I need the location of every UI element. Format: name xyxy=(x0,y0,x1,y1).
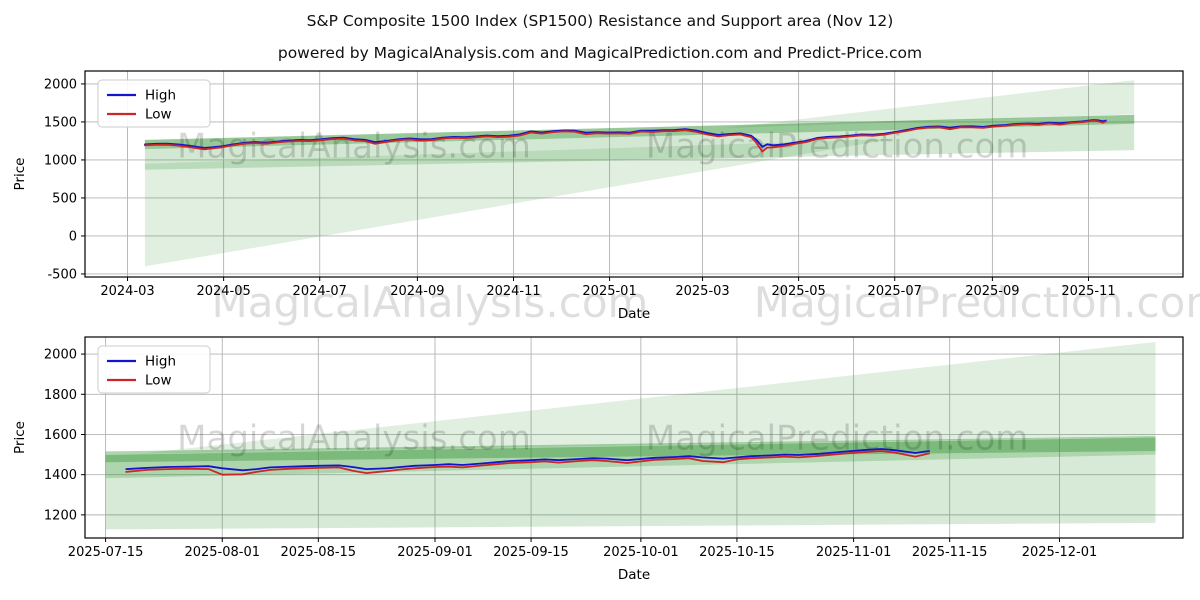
x-tick-label: 2025-03 xyxy=(675,284,729,299)
band-channel-wide xyxy=(144,114,1135,170)
bottom-chart: MagicalAnalysis.com MagicalPrediction.com… xyxy=(12,336,1184,583)
x-tick-label: 2024-09 xyxy=(390,284,444,299)
y-tick-label: 1600 xyxy=(44,428,77,443)
figure-subtitle: powered by MagicalAnalysis.com and Magic… xyxy=(277,44,923,62)
y-tick-label: 500 xyxy=(52,191,77,206)
x-tick-label: 2025-10-15 xyxy=(699,545,775,560)
x-tick-label: 2025-10-01 xyxy=(603,545,679,560)
x-tick-label: 2024-03 xyxy=(100,284,154,299)
legend-box xyxy=(97,79,211,128)
x-tick-label: 2025-12-01 xyxy=(1022,545,1098,560)
y-tick-label: -500 xyxy=(47,267,77,282)
legend-label-high: High xyxy=(145,88,176,104)
x-tick-label: 2025-01 xyxy=(582,284,636,299)
y-tick-label: 2000 xyxy=(44,348,77,363)
legend-label-low: Low xyxy=(145,373,172,389)
x-tick-label: 2025-11-15 xyxy=(912,545,988,560)
y-axis-label: Price xyxy=(12,421,28,454)
x-tick-label: 2025-07 xyxy=(868,284,922,299)
plot-watermark: MagicalAnalysis.com xyxy=(177,419,531,459)
plot-border xyxy=(84,70,1184,278)
band-support-fan-lower xyxy=(144,138,895,267)
x-tick-label: 2025-09 xyxy=(965,284,1019,299)
axis-ticks xyxy=(81,83,1089,281)
band-support-wide xyxy=(105,437,1156,530)
x-axis-label: Date xyxy=(618,567,650,583)
x-tick-label: 2025-09-01 xyxy=(397,545,473,560)
x-tick-label: 2024-05 xyxy=(196,284,250,299)
support-resistance-bands xyxy=(144,80,1135,267)
plot-border xyxy=(84,336,1184,539)
x-tick-label: 2025-08-15 xyxy=(281,545,357,560)
band-channel-mid xyxy=(105,437,1156,479)
gridlines xyxy=(85,71,1183,277)
axis-tick-labels: 2024-03 2024-05 2024-07 2024-09 2024-11 2025-… xyxy=(44,77,1116,299)
high-line xyxy=(125,448,930,472)
legend: High Low xyxy=(97,345,211,394)
top-chart: MagicalAnalysis.com MagicalPrediction.com… xyxy=(12,70,1184,322)
legend-box xyxy=(97,345,211,394)
x-tick-label: 2025-09-15 xyxy=(493,545,569,560)
low-line xyxy=(143,119,1107,153)
y-tick-label: 2000 xyxy=(44,77,77,92)
axis-ticks xyxy=(81,353,1060,542)
x-tick-label: 2025-05 xyxy=(771,284,825,299)
y-tick-label: 0 xyxy=(69,229,77,244)
y-tick-label: 1500 xyxy=(44,115,77,130)
y-tick-label: 1400 xyxy=(44,468,77,483)
x-tick-label: 2024-11 xyxy=(486,284,540,299)
legend: High Low xyxy=(97,79,211,128)
y-tick-label: 1200 xyxy=(44,508,77,523)
x-tick-label: 2025-07-15 xyxy=(68,545,144,560)
x-tick-label: 2024-07 xyxy=(293,284,347,299)
figure-watermark: MagicalPrediction.com xyxy=(753,278,1200,327)
figure-title: S&P Composite 1500 Index (SP1500) Resist… xyxy=(306,12,894,30)
figure-watermark: MagicalAnalysis.com xyxy=(211,278,649,327)
y-tick-label: 1000 xyxy=(44,153,77,168)
plot-watermark: MagicalAnalysis.com xyxy=(177,127,531,167)
legend-label-low: Low xyxy=(145,107,172,123)
axis-tick-labels: 2025-07-15 2025-08-01 2025-08-15 2025-09-01… xyxy=(44,348,1097,560)
low-line xyxy=(125,450,930,476)
x-tick-label: 2025-11 xyxy=(1061,284,1115,299)
y-axis-label: Price xyxy=(12,158,28,191)
legend-label-high: High xyxy=(145,354,176,370)
band-resistance-core xyxy=(105,436,1156,463)
band-resistance-fan-upper xyxy=(724,80,1135,128)
x-tick-label: 2025-08-01 xyxy=(184,545,260,560)
x-axis-label: Date xyxy=(618,306,650,322)
y-tick-label: 1800 xyxy=(44,388,77,403)
x-tick-label: 2025-11-01 xyxy=(816,545,892,560)
